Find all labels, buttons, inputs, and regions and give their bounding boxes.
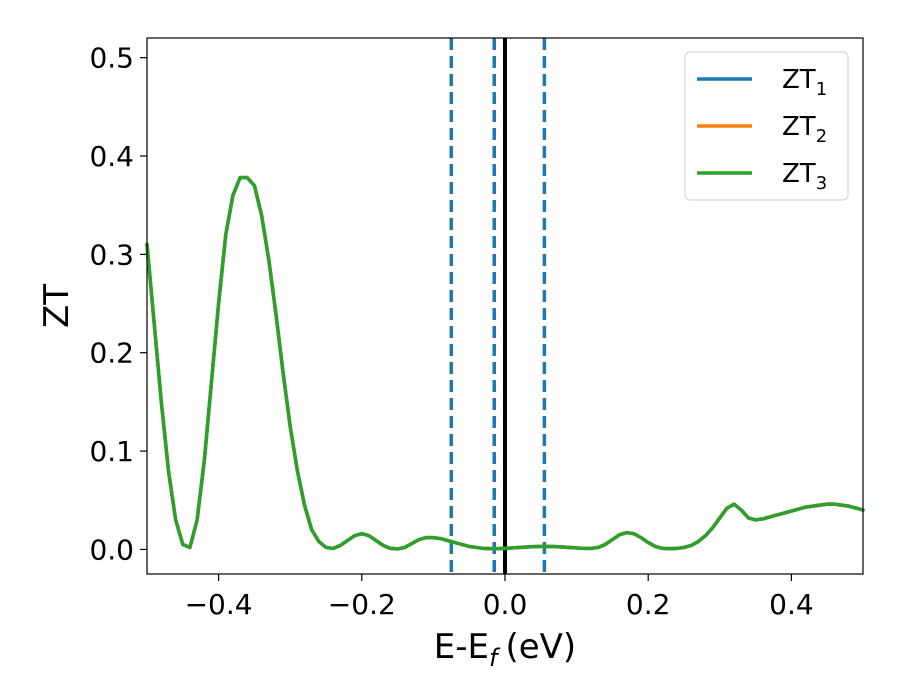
x-axis-ticks: −0.4 −0.2 0.0 0.2 0.4 (185, 574, 814, 621)
x-tick-label: 0.0 (483, 588, 528, 621)
y-tick-label: 0.3 (89, 238, 134, 271)
y-tick-label: 0.0 (89, 533, 134, 566)
legend-label-zt2: ZT2 (782, 112, 827, 147)
x-tick-label: −0.2 (328, 588, 396, 621)
y-tick-label: 0.4 (89, 140, 134, 173)
legend-label-zt3: ZT3 (782, 159, 827, 194)
x-tick-label: −0.4 (185, 588, 253, 621)
y-tick-label: 0.5 (89, 42, 134, 75)
y-tick-label: 0.1 (89, 435, 134, 468)
y-axis-label: ZT (37, 284, 77, 328)
legend-label-zt1: ZT1 (782, 65, 827, 100)
x-axis-label: E-Ef (eV) (434, 627, 576, 672)
vertical-lines (449, 38, 547, 574)
x-tick-label: 0.2 (626, 588, 671, 621)
series-lines (145, 175, 865, 551)
y-axis-ticks: 0.0 0.1 0.2 0.3 0.4 0.5 (89, 42, 147, 566)
y-tick-label: 0.2 (89, 337, 134, 370)
series-line-zt3 (145, 175, 865, 551)
x-tick-label: 0.4 (769, 588, 814, 621)
legend-box (684, 51, 849, 201)
legend: ZT1 ZT2 ZT3 (684, 51, 849, 201)
